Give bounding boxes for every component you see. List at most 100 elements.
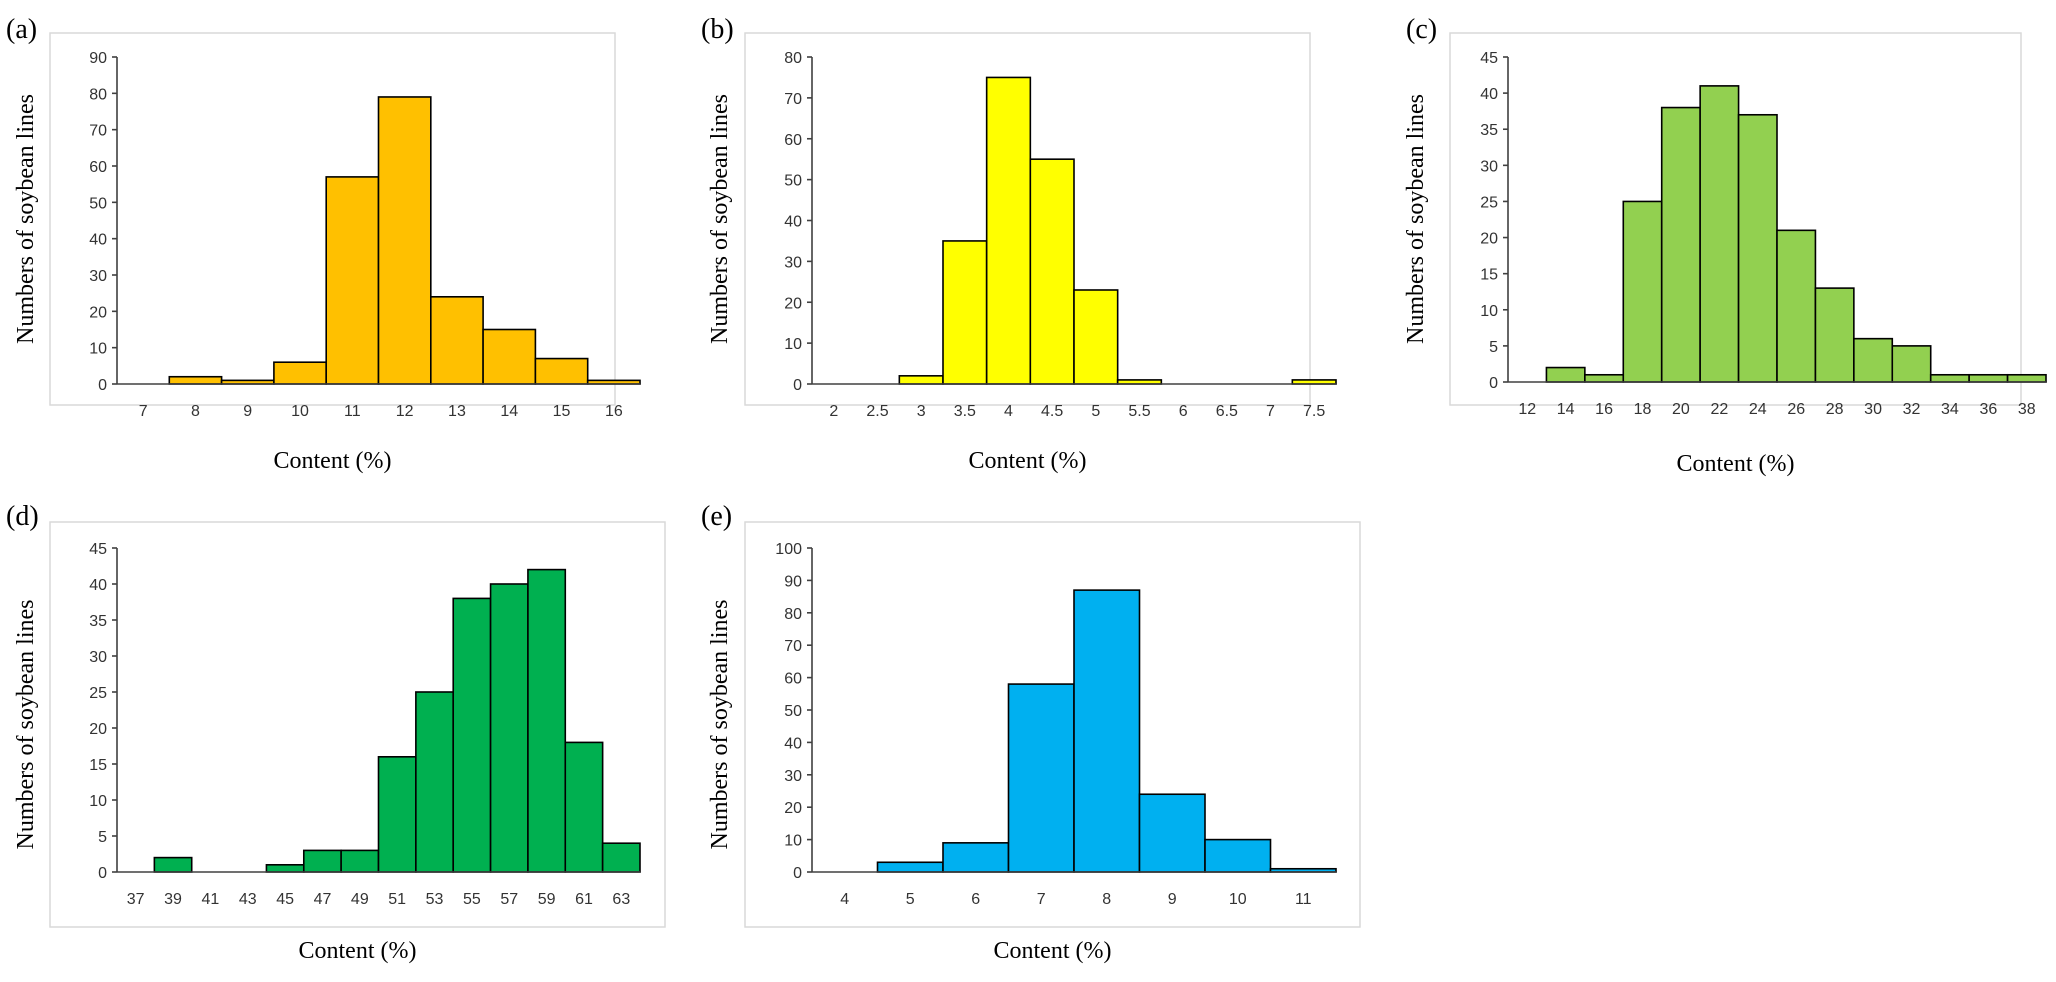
y-axis-title: Numbers of soybean lines xyxy=(13,94,39,344)
y-tick-label: 30 xyxy=(1480,158,1498,175)
x-tick-label: 2.5 xyxy=(866,403,888,420)
bar-59 xyxy=(527,568,567,873)
x-tick-label: 3 xyxy=(917,403,926,420)
x-tick-label: 22 xyxy=(1710,401,1728,418)
x-tick-label: 39 xyxy=(164,891,182,908)
bar-63 xyxy=(601,842,641,873)
bar-47 xyxy=(302,849,342,873)
y-tick-label: 90 xyxy=(89,50,107,67)
y-tick-label: 30 xyxy=(89,268,107,285)
x-tick-label: 2 xyxy=(829,403,838,420)
bar-3 xyxy=(898,375,944,385)
x-tick-label: 28 xyxy=(1826,401,1844,418)
x-tick-label: 38 xyxy=(2018,401,2036,418)
bar-7 xyxy=(1007,683,1075,873)
x-tick-label: 57 xyxy=(500,891,518,908)
x-tick-label: 5 xyxy=(906,891,915,908)
x-tick-label: 11 xyxy=(344,403,361,420)
y-tick-label: 40 xyxy=(1480,86,1498,103)
panel-label: (d) xyxy=(6,501,39,532)
x-tick-label: 3.5 xyxy=(954,403,976,420)
y-tick-label: 10 xyxy=(784,336,802,353)
x-tick-label: 20 xyxy=(1672,401,1690,418)
bar-13 xyxy=(429,295,484,385)
y-tick-label: 70 xyxy=(89,123,107,140)
x-axis-title: Content (%) xyxy=(994,938,1112,964)
y-tick-label: 5 xyxy=(1489,339,1498,356)
y-axis-title: Numbers of soybean lines xyxy=(1403,94,1429,344)
y-tick-label: 0 xyxy=(1489,375,1498,392)
bar-32 xyxy=(1891,345,1932,383)
x-tick-label: 6.5 xyxy=(1216,403,1238,420)
bar-38 xyxy=(2006,373,2047,383)
x-tick-label: 63 xyxy=(612,891,630,908)
bar-14 xyxy=(1545,366,1586,383)
x-tick-label: 14 xyxy=(500,403,518,420)
bar-15 xyxy=(534,357,589,385)
bar-34 xyxy=(1929,373,1970,383)
y-tick-label: 20 xyxy=(89,721,107,738)
y-tick-label: 45 xyxy=(1480,50,1498,67)
bar-8 xyxy=(1073,589,1141,873)
x-tick-label: 7 xyxy=(1037,891,1046,908)
y-tick-label: 40 xyxy=(784,735,802,752)
x-tick-label: 9 xyxy=(1168,891,1177,908)
y-tick-label: 25 xyxy=(89,685,107,702)
x-tick-label: 8 xyxy=(191,403,200,420)
x-tick-label: 13 xyxy=(448,403,466,420)
bar-6 xyxy=(942,842,1010,873)
bar-5 xyxy=(1073,289,1119,385)
y-tick-label: 90 xyxy=(784,573,802,590)
y-tick-label: 0 xyxy=(793,377,802,394)
y-tick-label: 40 xyxy=(784,214,802,231)
x-tick-label: 6 xyxy=(1179,403,1188,420)
x-tick-label: 5.5 xyxy=(1128,403,1150,420)
bar-18 xyxy=(1622,200,1663,383)
x-tick-label: 49 xyxy=(351,891,369,908)
y-tick-label: 45 xyxy=(89,541,107,558)
y-tick-label: 80 xyxy=(784,50,802,67)
x-tick-label: 53 xyxy=(426,891,444,908)
bar-53 xyxy=(415,691,455,873)
x-tick-label: 12 xyxy=(396,403,414,420)
y-tick-label: 30 xyxy=(784,768,802,785)
panel-label: (a) xyxy=(6,14,37,45)
x-tick-label: 26 xyxy=(1787,401,1805,418)
x-axis-title: Content (%) xyxy=(299,938,417,964)
y-tick-label: 10 xyxy=(784,833,802,850)
chart-panel-d: (d) 0 5 10 15 20 25 30 35 40 45 37 39 41 43 45 47 49 51 53 5… xyxy=(6,501,666,964)
x-tick-label: 9 xyxy=(243,403,252,420)
bar-16 xyxy=(1584,373,1625,383)
bar-20 xyxy=(1660,106,1701,383)
x-tick-label: 55 xyxy=(463,891,481,908)
bar-55 xyxy=(452,597,492,873)
y-tick-label: 10 xyxy=(89,793,107,810)
y-tick-label: 60 xyxy=(784,132,802,149)
bar-10 xyxy=(1204,838,1272,873)
x-tick-label: 47 xyxy=(314,891,332,908)
y-tick-label: 40 xyxy=(89,577,107,594)
chart-panel-c: (c) 0 5 10 15 20 25 30 35 40 45 12 14 16 18 20 22 24 26 28 3… xyxy=(1403,14,2047,477)
y-tick-label: 70 xyxy=(784,638,802,655)
bar-45 xyxy=(265,863,305,873)
y-tick-label: 25 xyxy=(1480,194,1498,211)
x-axis-title: Content (%) xyxy=(274,448,392,474)
x-tick-label: 61 xyxy=(575,891,593,908)
x-tick-label: 36 xyxy=(1979,401,1997,418)
x-tick-label: 45 xyxy=(276,891,294,908)
x-tick-label: 4 xyxy=(840,891,849,908)
y-tick-label: 20 xyxy=(784,800,802,817)
x-tick-label: 24 xyxy=(1749,401,1767,418)
x-axis-title: Content (%) xyxy=(969,448,1087,474)
y-tick-label: 0 xyxy=(793,865,802,882)
bar-61 xyxy=(564,741,604,873)
panel-label: (c) xyxy=(1406,14,1437,45)
x-tick-label: 6 xyxy=(971,891,980,908)
bar-22 xyxy=(1699,85,1740,383)
y-tick-label: 80 xyxy=(784,606,802,623)
bar-14 xyxy=(482,328,537,385)
x-tick-label: 16 xyxy=(1595,401,1613,418)
bar-39 xyxy=(153,856,193,873)
x-tick-label: 18 xyxy=(1634,401,1652,418)
